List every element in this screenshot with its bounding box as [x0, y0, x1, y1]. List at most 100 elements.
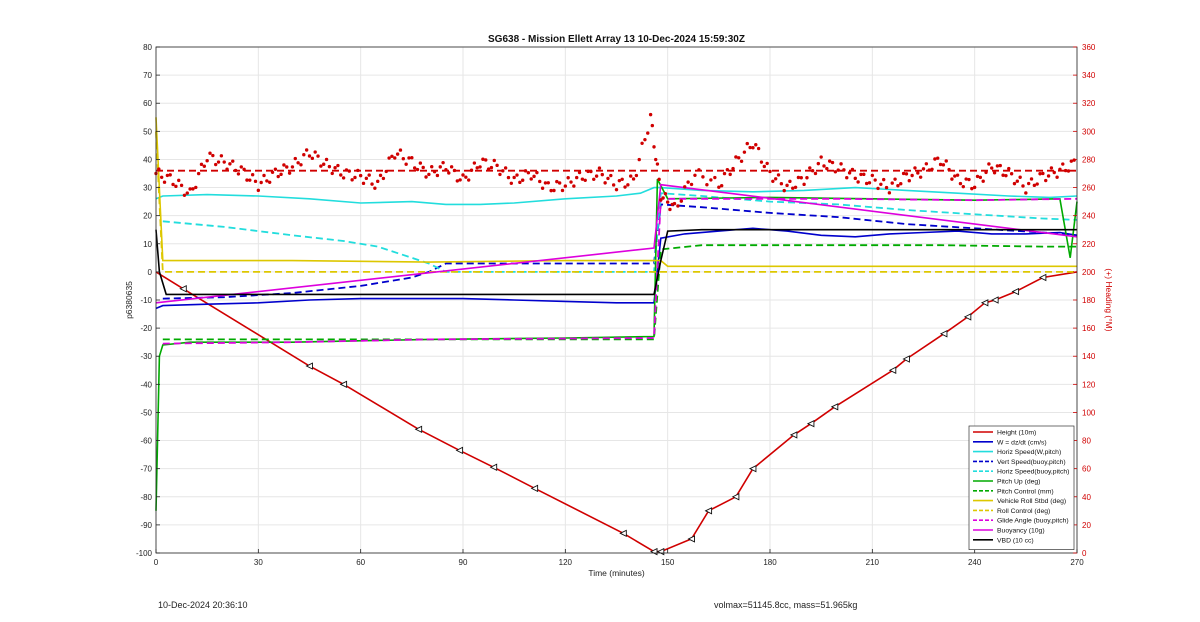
heading-point — [535, 170, 539, 175]
heading-point — [316, 154, 320, 158]
height-marker — [902, 355, 910, 363]
heading-point — [701, 175, 705, 179]
heading-point — [856, 180, 860, 184]
heading-point — [1029, 177, 1034, 181]
heading-point — [944, 159, 948, 163]
y-tick-label: 30 — [143, 184, 152, 193]
legend-entry: Vert Speed(buoy,pitch) — [997, 459, 1066, 466]
x-tick-label: 210 — [866, 558, 880, 567]
heading-point — [594, 174, 599, 178]
y-tick-label: -80 — [140, 493, 152, 502]
heading-point — [833, 170, 838, 174]
heading-point — [378, 173, 383, 178]
heading-point — [614, 187, 619, 192]
heading-point — [330, 171, 334, 176]
heading-point — [543, 181, 548, 185]
x-tick-label: 30 — [254, 558, 263, 567]
heading-point — [464, 175, 468, 179]
heading-point — [552, 188, 556, 193]
heading-point — [751, 145, 755, 150]
heading-point — [893, 177, 897, 181]
height-marker — [731, 493, 740, 501]
y-tick-label: -90 — [140, 521, 152, 530]
heading-point — [390, 154, 394, 158]
heading-point — [884, 185, 889, 190]
heading-point — [646, 131, 650, 135]
y-tick-label: 80 — [143, 43, 152, 52]
heading-point — [802, 182, 806, 187]
heading-point — [268, 180, 272, 184]
heading-point — [313, 150, 317, 154]
heading-point — [847, 171, 852, 175]
heading-point — [526, 171, 531, 175]
heading-point — [489, 165, 494, 170]
heading-point — [771, 179, 775, 184]
heading-point — [907, 179, 911, 183]
heading-point — [882, 177, 886, 182]
heading-point — [1049, 166, 1054, 170]
heading-point — [916, 171, 920, 175]
heading-point — [549, 188, 553, 193]
legend-entry: Buoyancy (10g) — [997, 528, 1045, 535]
heading-point — [661, 196, 665, 200]
heading-point — [745, 141, 749, 146]
heading-point — [657, 177, 661, 182]
heading-point — [475, 166, 479, 170]
heading-point — [650, 123, 655, 128]
heading-point — [191, 187, 195, 191]
y2-tick-label: 220 — [1082, 240, 1096, 249]
heading-point — [918, 175, 923, 179]
series-vehicle-roll-stbd-deg — [155, 117, 1077, 268]
heading-point — [245, 178, 249, 182]
heading-point — [1072, 158, 1076, 162]
heading-point — [717, 185, 721, 189]
heading-point — [867, 181, 872, 185]
heading-point — [992, 171, 997, 175]
heading-point — [265, 179, 269, 183]
heading-point — [901, 171, 906, 176]
heading-point — [427, 172, 431, 177]
y-tick-label: 20 — [143, 212, 152, 221]
heading-point — [1015, 179, 1020, 183]
y2-tick-label: 200 — [1082, 268, 1096, 277]
heading-point — [182, 193, 187, 198]
heading-point — [495, 163, 499, 168]
heading-point — [322, 162, 326, 166]
y-axis-label: p6380635 — [124, 281, 134, 319]
heading-point — [503, 166, 508, 170]
heading-point — [424, 175, 428, 179]
heading-point — [953, 174, 957, 178]
heading-point — [791, 186, 795, 190]
heading-point — [478, 165, 482, 169]
heading-point — [231, 159, 235, 163]
heading-point — [1044, 178, 1048, 183]
heading-point — [756, 146, 761, 151]
heading-point — [339, 173, 343, 177]
heading-point — [302, 153, 306, 157]
heading-point — [290, 165, 295, 169]
y2-tick-label: 360 — [1082, 43, 1096, 52]
heading-point — [623, 185, 627, 189]
heading-point — [253, 179, 258, 184]
heading-point — [461, 173, 465, 177]
heading-point — [1024, 191, 1028, 195]
legend-entry: Pitch Up (deg) — [997, 479, 1040, 486]
heading-point — [498, 172, 502, 177]
heading-point — [631, 177, 636, 181]
heading-point — [864, 181, 869, 186]
y2-tick-label: 0 — [1082, 549, 1087, 558]
heading-point — [199, 162, 204, 167]
heading-point — [350, 178, 354, 182]
heading-point — [1035, 182, 1039, 186]
heading-point — [782, 188, 786, 193]
heading-point — [995, 164, 1000, 168]
heading-point — [1055, 175, 1059, 179]
heading-point — [213, 162, 218, 167]
heading-point — [659, 198, 663, 202]
footer-volmax-mass: volmax=51145.8cc, mass=51.965kg — [714, 600, 858, 610]
heading-point — [239, 165, 243, 169]
legend-entry: Horiz Speed(buoy,pitch) — [997, 469, 1069, 476]
heading-point — [731, 166, 735, 171]
heading-point — [455, 179, 460, 183]
height-marker — [339, 380, 348, 389]
